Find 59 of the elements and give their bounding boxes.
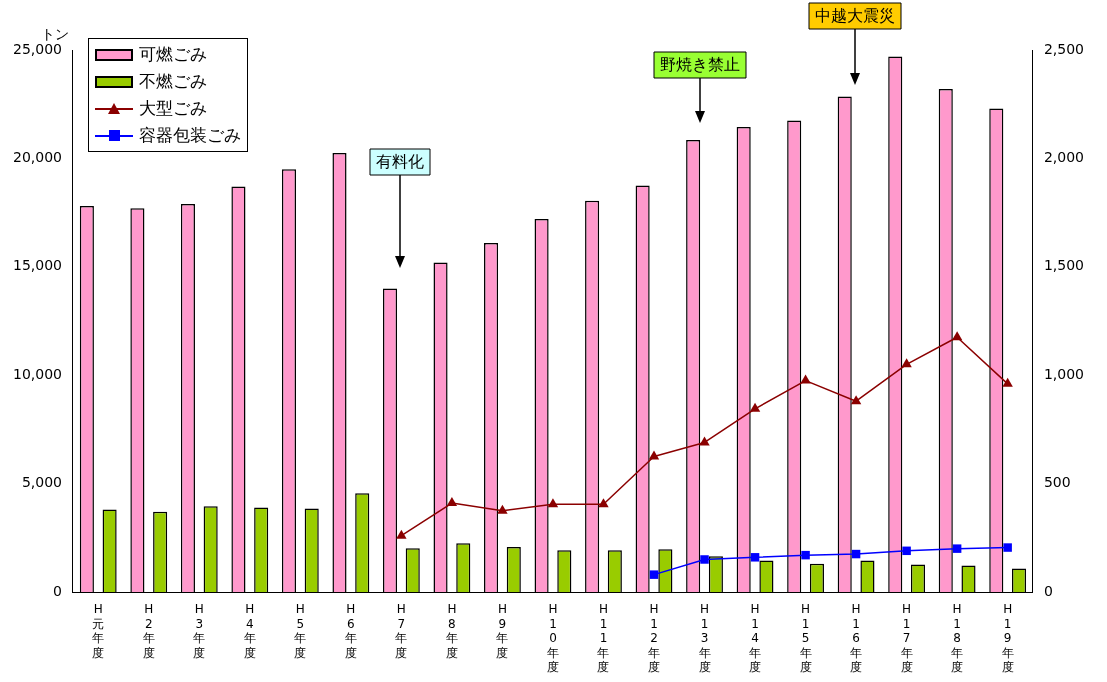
y2-tick-label: 2,500: [1043, 40, 1085, 57]
x-tick-label: H3年度: [193, 602, 206, 660]
y-tick-label: 0: [53, 582, 62, 599]
point: [750, 553, 760, 562]
legend-label: 大型ごみ: [139, 97, 207, 120]
legend-label: 不燃ごみ: [139, 70, 207, 93]
point: [648, 450, 660, 460]
point: [396, 529, 407, 539]
point: [699, 436, 710, 446]
x-tick-label: H7年度: [395, 602, 408, 660]
point: [902, 546, 911, 556]
y2-tick-label: 1,000: [1043, 365, 1085, 382]
y2-tick-label: 500: [1043, 474, 1071, 491]
x-tick-label: H6年度: [344, 602, 357, 660]
x-tick-label: H11年度: [597, 602, 610, 674]
x-tick-label: H14年度: [749, 602, 762, 674]
y-tick-label: 10,000: [12, 365, 62, 382]
y2-tick-label: 1,500: [1043, 257, 1085, 274]
x-tick-label: H4年度: [243, 602, 256, 660]
point: [749, 402, 761, 412]
point: [547, 498, 559, 508]
x-tick-label: H18年度: [951, 602, 964, 674]
point: [598, 498, 609, 508]
point: [497, 504, 508, 514]
point: [446, 497, 458, 507]
text: 中越大震災: [815, 6, 895, 26]
point: [952, 544, 962, 553]
y-axis-title: トン: [40, 25, 69, 42]
x-tick-label: H8年度: [445, 602, 458, 660]
point: [700, 555, 709, 564]
x-tick-label: H9年度: [496, 602, 509, 660]
x-tick-label: H16年度: [850, 602, 863, 674]
x-tick-label: H13年度: [698, 602, 711, 674]
x-tick-label: H19年度: [1001, 602, 1014, 674]
x-tick-label: H12年度: [648, 602, 660, 674]
annotation: 有料化: [376, 152, 424, 172]
annotation: 野焼き禁止: [660, 55, 740, 75]
point: [1003, 543, 1012, 552]
point: [951, 331, 963, 341]
x-tick-label: H5年度: [294, 602, 307, 660]
point: [901, 358, 912, 368]
x-tick-label: H15年度: [799, 602, 812, 674]
y-tick-label: 15,000: [12, 257, 62, 274]
y-tick-label: 20,000: [12, 149, 62, 166]
x-tick-label: H2年度: [142, 602, 155, 660]
point: [1002, 377, 1013, 387]
point: [800, 374, 811, 384]
y-tick-label: 25,000: [12, 40, 62, 57]
x-tick-label: H17年度: [900, 602, 913, 674]
legend-label: 可燃ごみ: [139, 43, 207, 66]
legend-label: 容器包装ごみ: [139, 124, 241, 147]
point: [801, 550, 810, 560]
x-tick-label: H10年度: [546, 602, 559, 674]
y2-tick-label: 2,000: [1043, 149, 1085, 166]
y-tick-label: 5,000: [21, 474, 62, 491]
y2-tick-label: 0: [1043, 582, 1053, 599]
x-tick-label: H元年度: [92, 602, 105, 660]
point: [649, 570, 659, 579]
point: [850, 395, 862, 405]
